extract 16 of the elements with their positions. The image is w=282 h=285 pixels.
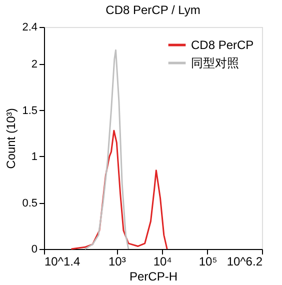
y-tick-label: 1 bbox=[31, 151, 38, 163]
x-tick-label: 10⁴ bbox=[153, 254, 172, 268]
chart-title: CD8 PerCP / Lym bbox=[106, 3, 200, 17]
legend-label: 同型对照 bbox=[191, 56, 239, 70]
y-axis-title: Count (10³) bbox=[4, 108, 18, 169]
x-tick-label: 10⁵ bbox=[198, 254, 218, 268]
y-tick-label: 2.4 bbox=[22, 22, 38, 34]
x-tick-label: 10^6.2 bbox=[226, 254, 263, 268]
legend-label: CD8 PerCP bbox=[191, 38, 254, 52]
y-tick-label: 2 bbox=[31, 58, 38, 70]
x-tick-label: 10³ bbox=[108, 254, 126, 268]
y-tick-label: 0.5 bbox=[22, 197, 38, 210]
x-axis-title: PerCP-H bbox=[129, 270, 178, 284]
y-tick-label: 1.5 bbox=[22, 104, 38, 117]
y-tick-label: 0 bbox=[31, 244, 38, 256]
x-tick-label: 10^1.4 bbox=[44, 254, 80, 268]
